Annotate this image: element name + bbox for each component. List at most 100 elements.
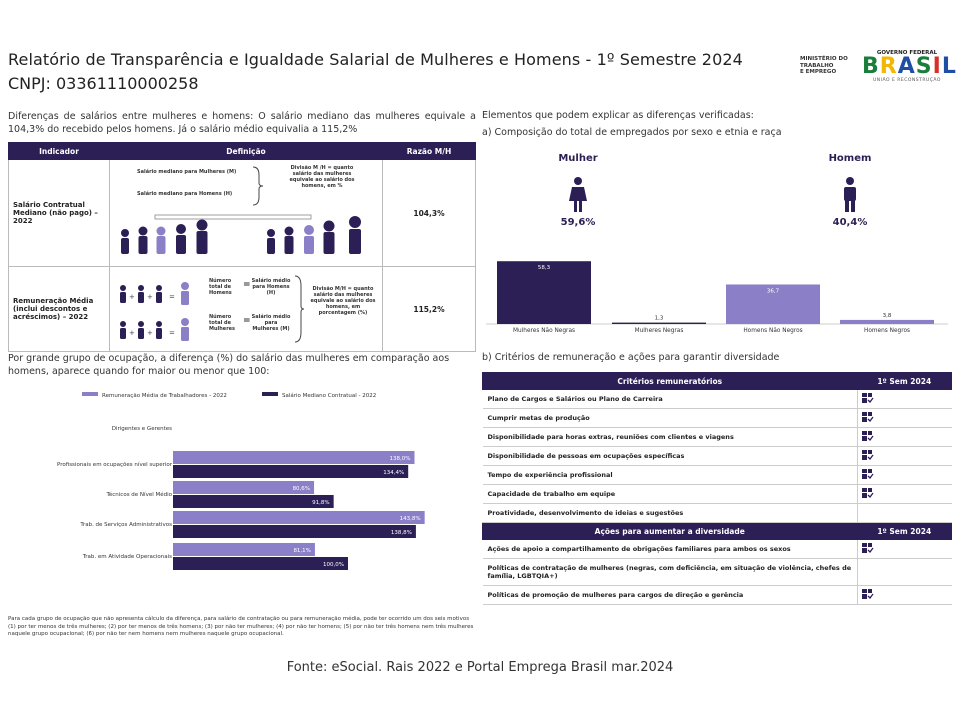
criteria-title: b) Critérios de remuneração e ações para… xyxy=(482,352,780,363)
footnote: Para cada grupo de ocupação que não apre… xyxy=(8,616,474,637)
gov-logo: GOVERNO FEDERAL BRASIL UNIÃO E RECONSTRU… xyxy=(862,50,956,83)
diversity-header-semester: 1º Sem 2024 xyxy=(856,522,952,540)
data-label: 134,4% xyxy=(383,470,404,476)
cnpj-label: CNPJ: 03361110000258 xyxy=(8,74,199,93)
data-label: 91,8% xyxy=(312,500,329,506)
criteria-mark xyxy=(856,585,952,605)
checkmark-grid-icon xyxy=(861,589,874,599)
def-total-men: Número total de Homens xyxy=(209,278,232,296)
salary-intro-text: Diferenças de salários entre mulheres e … xyxy=(8,111,476,135)
criteria-mark xyxy=(856,558,952,586)
male-icon xyxy=(844,177,856,212)
svg-text:+: + xyxy=(129,329,135,337)
data-label: 138,8% xyxy=(391,530,412,536)
bar xyxy=(840,319,934,324)
composition-chart: Mulher 59,6% Homem 40,4% 58,3 Mulheres Nã… xyxy=(486,153,948,334)
svg-text:+: + xyxy=(147,329,153,337)
occupation-bar-chart: Remuneração Média de Trabalhadores - 202… xyxy=(57,392,425,570)
gov-sub-label: UNIÃO E RECONSTRUÇÃO xyxy=(873,78,941,83)
table-row: Capacidade de trabalho em equipe xyxy=(482,484,952,504)
women-percent: 59,6% xyxy=(561,217,596,228)
table-row: Ações de apoio a compartilhamento de obr… xyxy=(482,539,952,559)
def-avg-women: Salário médio para Mulheres (M) xyxy=(251,314,291,332)
criteria-mark xyxy=(856,427,952,447)
def-division-note: Divisão M/H = quanto salário das mulhere… xyxy=(310,286,376,316)
svg-text:=: = xyxy=(169,329,175,337)
checkmark-grid-icon xyxy=(861,393,874,403)
gov-top-label: GOVERNO FEDERAL xyxy=(876,50,938,56)
ministry-line: TRABALHO xyxy=(800,62,834,69)
ratio-value: 104,3% xyxy=(382,159,476,267)
brand-letter: B xyxy=(862,54,880,79)
criteria-label: Ações de apoio a compartilhamento de obr… xyxy=(482,539,857,559)
brand-letter: R xyxy=(879,54,898,79)
table-row: Proatividade, desenvolvimento de ideias … xyxy=(482,503,952,523)
criteria-label: Capacidade de trabalho em equipe xyxy=(482,484,857,504)
table-row: Plano de Cargos e Salários ou Plano de C… xyxy=(482,389,952,409)
data-label: 81,1% xyxy=(293,548,310,554)
col-header-indicator: Indicador xyxy=(8,142,110,160)
brand-letter: A xyxy=(897,54,916,79)
data-label: 58,3 xyxy=(538,265,551,271)
bar xyxy=(173,465,409,478)
criteria-mark xyxy=(856,408,952,428)
category-label: Profissionais em ocupações nível superio… xyxy=(57,461,173,468)
definition-cell: Salário mediano para Mulheres (M) Salári… xyxy=(109,159,383,267)
criteria-table: Critérios remuneratórios 1º Sem 2024 Pla… xyxy=(482,372,952,605)
def-women-median: Salário mediano para Mulheres (M) xyxy=(137,169,237,175)
indicator-name: Salário Contratual Mediano (não pago) – … xyxy=(8,159,110,267)
criteria-label: Plano de Cargos e Salários ou Plano de C… xyxy=(482,389,857,409)
occupation-text: Por grande grupo de ocupação, a diferenç… xyxy=(8,353,450,377)
category-label: Dirigentes e Gerentes xyxy=(112,426,172,432)
criteria-label: Cumprir metas de produção xyxy=(482,408,857,428)
bar xyxy=(173,481,315,494)
source-label: Fonte: eSocial. Rais 2022 e Portal Empre… xyxy=(286,660,674,675)
table-row: Remuneração Média (inclui descontos e ac… xyxy=(8,266,476,352)
legend-swatch xyxy=(262,392,278,396)
legend-label: Salário Mediano Contratual - 2022 xyxy=(282,392,376,399)
criteria-label: Disponibilidade de pessoas em ocupações … xyxy=(482,446,857,466)
checkmark-grid-icon xyxy=(861,488,874,498)
criteria-mark xyxy=(856,465,952,485)
criteria-mark xyxy=(856,503,952,523)
table-row: Cumprir metas de produção xyxy=(482,408,952,428)
table-row: Salário Contratual Mediano (não pago) – … xyxy=(8,159,476,267)
col-header-definition: Definição xyxy=(109,142,383,160)
criteria-label: Políticas de contratação de mulheres (ne… xyxy=(482,558,857,586)
checkmark-grid-icon xyxy=(861,469,874,479)
bar xyxy=(173,495,334,508)
ministry-logo: MINISTÉRIO DO TRABALHO E EMPREGO xyxy=(800,56,860,76)
table-row: Disponibilidade de pessoas em ocupações … xyxy=(482,446,952,466)
brand-letter: L xyxy=(941,54,957,79)
criteria-label: Disponibilidade para horas extras, reuni… xyxy=(482,427,857,447)
bar xyxy=(173,451,415,464)
people-median-icon xyxy=(121,214,361,254)
data-label: 143,8% xyxy=(400,516,421,522)
data-label: 100,0% xyxy=(323,562,344,568)
bar xyxy=(173,543,315,556)
brand-letter: S xyxy=(915,54,933,79)
data-label: 80,6% xyxy=(293,486,310,492)
checkmark-grid-icon xyxy=(861,543,874,553)
category-label: Mulheres Negras xyxy=(635,328,684,334)
bar xyxy=(726,284,820,324)
equals-icon: = xyxy=(243,280,251,290)
women-label: Mulher xyxy=(558,153,597,164)
def-avg-men: Salário médio para Homens (H) xyxy=(251,278,291,296)
bar xyxy=(173,511,425,524)
diversity-header: Ações para aumentar a diversidade xyxy=(482,522,858,540)
ministry-line: E EMPREGO xyxy=(800,69,837,75)
brace-icon xyxy=(252,166,264,206)
criteria-mark xyxy=(856,389,952,409)
ratio-value: 115,2% xyxy=(382,266,476,352)
def-division-note: Divisão M /H = quanto salário das mulher… xyxy=(289,165,355,189)
ministry-line: MINISTÉRIO DO xyxy=(800,56,848,62)
criteria-label: Tempo de experiência profissional xyxy=(482,465,857,485)
bar xyxy=(497,261,591,324)
brasil-wordmark: BRASIL xyxy=(862,54,956,79)
legend-swatch xyxy=(82,392,98,396)
bar xyxy=(612,322,706,324)
bar xyxy=(173,525,416,538)
category-label: Homens Negros xyxy=(864,328,910,334)
category-label: Trab. de Serviços Administrativos xyxy=(79,522,172,528)
